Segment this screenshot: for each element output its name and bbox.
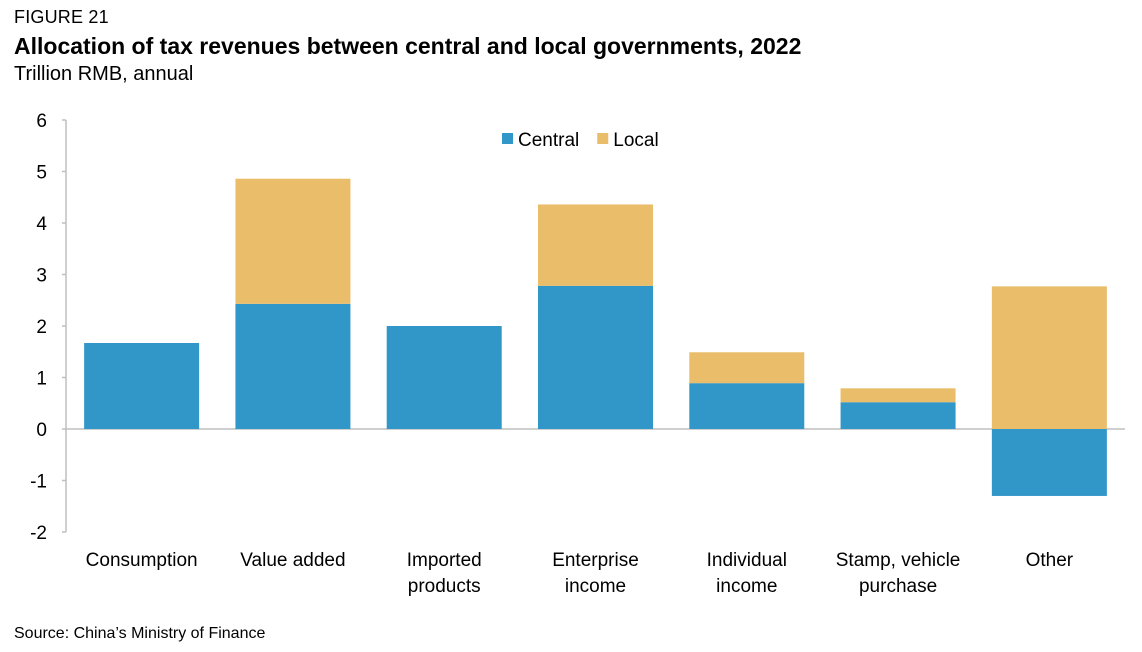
legend-label-central: Central [518,130,579,151]
y-tick-label: 0 [36,420,47,441]
bar-local-3 [538,204,653,286]
x-tick-label: income [716,576,777,597]
y-tick-label: 6 [36,111,47,132]
legend-label-local: Local [613,130,658,151]
bar-central-5 [840,402,956,429]
chart-title: Allocation of tax revenues between centr… [14,33,802,59]
y-tick-label: 2 [36,317,47,338]
bar-central-0 [84,342,200,429]
y-tick-label: -1 [30,472,47,493]
y-tick-label: 4 [36,214,47,235]
bar-central-3 [538,285,653,429]
figure-label: FIGURE 21 [14,7,109,27]
x-tick-label: Consumption [86,550,198,571]
legend: Central Local [502,130,659,151]
x-tick-label: purchase [859,576,937,597]
chart-subtitle: Trillion RMB, annual [14,63,194,85]
x-tick-label: income [565,576,626,597]
x-tick-labels: Consumption Value added Imported products En… [86,550,1074,597]
x-tick-label: Stamp, vehicle [836,550,961,571]
legend-swatch-central [502,133,513,144]
x-tick-label: Other [1026,550,1074,571]
bar-local-4 [689,352,805,384]
y-tick-label: 1 [36,369,47,390]
y-tick-label: 3 [36,266,47,287]
x-tick-label: Value added [240,550,345,571]
bar-central-1 [235,303,351,429]
bar-central-2 [386,326,502,429]
x-tick-label: products [408,576,481,597]
x-tick-label: Imported [407,550,482,571]
x-tick-label: Individual [707,550,787,571]
y-tick-label: -2 [30,523,47,544]
bar-local-1 [235,178,351,304]
bar-central-6 [991,429,1107,496]
bar-local-5 [840,388,956,403]
bar-central-4 [689,383,805,429]
bars [84,178,1107,496]
bar-local-6 [991,286,1107,429]
legend-swatch-local [597,133,609,144]
source-note: Source: China’s Ministry of Finance [14,625,266,642]
y-tick-labels: 6 5 4 3 2 1 0 -1 -2 [30,111,47,544]
tax-allocation-chart: 6 5 4 3 2 1 0 -1 -2 Consumption Value added Import… [30,111,1125,597]
x-tick-label: Enterprise [552,550,639,571]
y-tick-label: 5 [36,163,47,184]
